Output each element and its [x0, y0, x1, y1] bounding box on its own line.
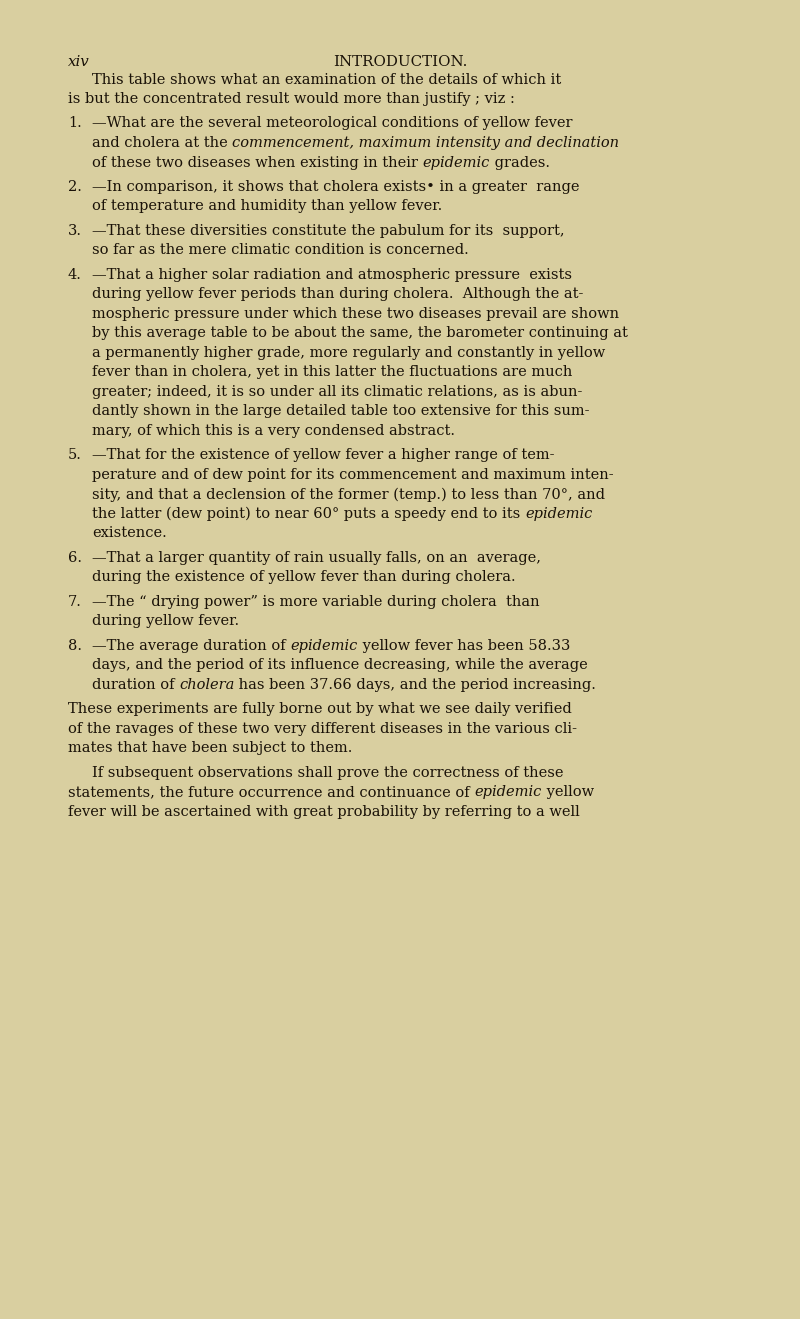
Text: —The “ drying power” is more variable during cholera  than: —The “ drying power” is more variable du…: [92, 595, 540, 609]
Text: cholera: cholera: [179, 678, 234, 691]
Text: sity, and that a declension of the former (temp.) to less than 70°, and: sity, and that a declension of the forme…: [92, 488, 605, 501]
Text: of these two diseases when existing in their: of these two diseases when existing in t…: [92, 156, 422, 170]
Text: —That for the existence of yellow fever a higher range of tem-: —That for the existence of yellow fever …: [92, 448, 554, 463]
Text: during yellow fever.: during yellow fever.: [92, 615, 239, 628]
Text: by this average table to be about the same, the barometer continuing at: by this average table to be about the sa…: [92, 326, 628, 340]
Text: of the ravages of these two very different diseases in the various cli-: of the ravages of these two very differe…: [68, 721, 577, 736]
Text: This table shows what an examination of the details of which it: This table shows what an examination of …: [92, 73, 562, 87]
Text: a permanently higher grade, more regularly and constantly in yellow: a permanently higher grade, more regular…: [92, 346, 606, 360]
Text: the latter (dew point) to near 60° puts a speedy end to its: the latter (dew point) to near 60° puts …: [92, 506, 525, 521]
Text: commencement, maximum intensity and declination: commencement, maximum intensity and decl…: [232, 136, 619, 150]
Text: yellow fever has been 58.33: yellow fever has been 58.33: [358, 638, 570, 653]
Text: so far as the mere climatic condition is concerned.: so far as the mere climatic condition is…: [92, 244, 469, 257]
Text: yellow: yellow: [542, 785, 594, 799]
Text: of temperature and humidity than yellow fever.: of temperature and humidity than yellow …: [92, 199, 442, 214]
Text: INTRODUCTION.: INTRODUCTION.: [333, 55, 467, 70]
Text: dantly shown in the large detailed table too extensive for this sum-: dantly shown in the large detailed table…: [92, 405, 590, 418]
Text: These experiments are fully borne out by what we see daily verified: These experiments are fully borne out by…: [68, 702, 572, 716]
Text: fever than in cholera, yet in this latter the fluctuations are much: fever than in cholera, yet in this latte…: [92, 365, 572, 380]
Text: If subsequent observations shall prove the correctness of these: If subsequent observations shall prove t…: [92, 765, 563, 780]
Text: statements, the future occurrence and continuance of: statements, the future occurrence and co…: [68, 785, 474, 799]
Text: epidemic: epidemic: [290, 638, 358, 653]
Text: has been 37.66 days, and the period increasing.: has been 37.66 days, and the period incr…: [234, 678, 596, 691]
Text: days, and the period of its influence decreasing, while the average: days, and the period of its influence de…: [92, 658, 588, 673]
Text: 6.: 6.: [68, 551, 82, 565]
Text: duration of: duration of: [92, 678, 179, 691]
Text: —That a larger quantity of rain usually falls, on an  average,: —That a larger quantity of rain usually …: [92, 551, 541, 565]
Text: epidemic: epidemic: [525, 506, 592, 521]
Text: grades.: grades.: [490, 156, 550, 170]
Text: 5.: 5.: [68, 448, 82, 463]
Text: 8.: 8.: [68, 638, 82, 653]
Text: and cholera at the: and cholera at the: [92, 136, 232, 150]
Text: —That these diversities constitute the pabulum for its  support,: —That these diversities constitute the p…: [92, 224, 565, 237]
Text: 2.: 2.: [68, 179, 82, 194]
Text: epidemic: epidemic: [422, 156, 490, 170]
Text: existence.: existence.: [92, 526, 166, 541]
Text: perature and of dew point for its commencement and maximum inten-: perature and of dew point for its commen…: [92, 468, 614, 481]
Text: is but the concentrated result would more than justify ; viz :: is but the concentrated result would mor…: [68, 92, 515, 106]
Text: —The average duration of: —The average duration of: [92, 638, 290, 653]
Text: mospheric pressure under which these two diseases prevail are shown: mospheric pressure under which these two…: [92, 307, 619, 321]
Text: 7.: 7.: [68, 595, 82, 609]
Text: fever will be ascertained with great probability by referring to a well: fever will be ascertained with great pro…: [68, 805, 580, 819]
Text: —That a higher solar radiation and atmospheric pressure  exists: —That a higher solar radiation and atmos…: [92, 268, 572, 282]
Text: during yellow fever periods than during cholera.  Although the at-: during yellow fever periods than during …: [92, 288, 583, 301]
Text: 3.: 3.: [68, 224, 82, 237]
Text: 1.: 1.: [68, 116, 82, 131]
Text: mary, of which this is a very condensed abstract.: mary, of which this is a very condensed …: [92, 423, 455, 438]
Text: mates that have been subject to them.: mates that have been subject to them.: [68, 741, 352, 756]
Text: greater; indeed, it is so under all its climatic relations, as is abun-: greater; indeed, it is so under all its …: [92, 385, 582, 398]
Text: xiv: xiv: [68, 55, 90, 70]
Text: —What are the several meteorological conditions of yellow fever: —What are the several meteorological con…: [92, 116, 573, 131]
Text: epidemic: epidemic: [474, 785, 542, 799]
Text: during the existence of yellow fever than during cholera.: during the existence of yellow fever tha…: [92, 570, 516, 584]
Text: —In comparison, it shows that cholera exists• in a greater  range: —In comparison, it shows that cholera ex…: [92, 179, 579, 194]
Text: 4.: 4.: [68, 268, 82, 282]
